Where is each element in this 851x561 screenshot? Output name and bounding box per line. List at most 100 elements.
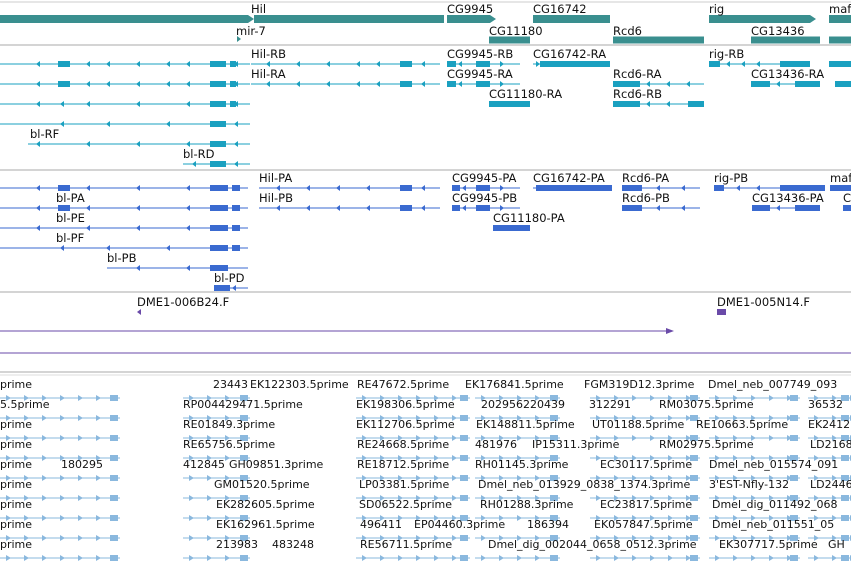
est-glyph[interactable] bbox=[590, 395, 700, 401]
est-glyph[interactable] bbox=[709, 495, 800, 501]
est-glyph[interactable] bbox=[183, 475, 250, 481]
est-glyph[interactable] bbox=[475, 475, 560, 481]
est-glyph[interactable] bbox=[356, 455, 470, 461]
est-glyph[interactable] bbox=[356, 435, 470, 441]
est-glyph[interactable] bbox=[590, 475, 700, 481]
transcript-glyph[interactable] bbox=[751, 81, 820, 87]
est-glyph[interactable] bbox=[475, 455, 560, 461]
gene-bar-cg11180[interactable] bbox=[489, 36, 530, 44]
transcript-glyph[interactable] bbox=[259, 185, 440, 191]
est-glyph[interactable] bbox=[808, 395, 851, 401]
est-glyph[interactable] bbox=[0, 495, 120, 501]
transcript-glyph[interactable] bbox=[843, 205, 851, 211]
transcript-glyph[interactable] bbox=[0, 185, 248, 191]
transcript-glyph[interactable] bbox=[830, 185, 851, 191]
est-glyph[interactable] bbox=[183, 455, 250, 461]
transcript-glyph[interactable] bbox=[709, 61, 810, 67]
transcript-glyph[interactable] bbox=[214, 285, 248, 291]
transcript-glyph[interactable] bbox=[452, 185, 520, 191]
gene-bar-rcd6[interactable] bbox=[613, 36, 704, 44]
est-glyph[interactable] bbox=[709, 415, 800, 421]
clone-end[interactable] bbox=[137, 309, 141, 315]
est-glyph[interactable] bbox=[590, 535, 700, 541]
est-glyph[interactable] bbox=[0, 515, 120, 521]
transcript-glyph[interactable] bbox=[622, 185, 700, 191]
est-glyph[interactable] bbox=[709, 515, 800, 521]
transcript-glyph[interactable] bbox=[251, 81, 440, 87]
est-glyph[interactable] bbox=[183, 495, 250, 501]
gene-bar-cg9945[interactable] bbox=[447, 15, 490, 23]
transcript-glyph[interactable] bbox=[28, 141, 250, 147]
est-glyph[interactable] bbox=[590, 455, 700, 461]
transcript-glyph[interactable] bbox=[752, 205, 820, 211]
est-glyph[interactable] bbox=[709, 475, 800, 481]
transcript-glyph[interactable] bbox=[251, 61, 440, 67]
est-glyph[interactable] bbox=[709, 535, 800, 541]
est-glyph[interactable] bbox=[590, 495, 700, 501]
transcript-glyph[interactable] bbox=[0, 61, 250, 67]
est-glyph[interactable] bbox=[0, 455, 120, 461]
transcript-glyph[interactable] bbox=[447, 81, 520, 87]
transcript-glyph[interactable] bbox=[0, 121, 250, 127]
est-glyph[interactable] bbox=[183, 435, 250, 441]
transcript-glyph[interactable] bbox=[622, 205, 700, 211]
transcript-glyph[interactable] bbox=[489, 101, 530, 107]
est-glyph[interactable] bbox=[356, 555, 470, 561]
clone-arrow[interactable] bbox=[666, 328, 674, 334]
transcript-glyph[interactable] bbox=[259, 205, 440, 211]
est-glyph[interactable] bbox=[0, 555, 120, 561]
est-glyph[interactable] bbox=[356, 415, 470, 421]
est-glyph[interactable] bbox=[356, 515, 470, 521]
est-glyph[interactable] bbox=[475, 515, 560, 521]
transcript-glyph[interactable] bbox=[533, 185, 612, 191]
transcript-glyph[interactable] bbox=[714, 185, 825, 191]
transcript-glyph[interactable] bbox=[183, 161, 250, 167]
transcript-glyph[interactable] bbox=[0, 205, 248, 211]
transcript-glyph[interactable] bbox=[835, 81, 851, 87]
est-glyph[interactable] bbox=[0, 435, 120, 441]
est-glyph[interactable] bbox=[590, 435, 700, 441]
est-glyph[interactable] bbox=[808, 555, 851, 561]
est-glyph[interactable] bbox=[183, 415, 250, 421]
est-glyph[interactable] bbox=[475, 555, 560, 561]
est-glyph[interactable] bbox=[709, 395, 800, 401]
est-glyph[interactable] bbox=[356, 535, 470, 541]
est-glyph[interactable] bbox=[356, 495, 470, 501]
gene-bar-hil[interactable] bbox=[254, 15, 444, 23]
est-glyph[interactable] bbox=[183, 555, 250, 561]
transcript-glyph[interactable] bbox=[613, 81, 704, 87]
transcript-glyph[interactable] bbox=[0, 245, 248, 251]
est-glyph[interactable] bbox=[590, 515, 700, 521]
transcript-glyph[interactable] bbox=[452, 205, 520, 211]
est-glyph[interactable] bbox=[590, 555, 700, 561]
est-glyph[interactable] bbox=[183, 515, 250, 521]
transcript-glyph[interactable] bbox=[107, 265, 248, 271]
gene-bar-rig[interactable] bbox=[709, 15, 810, 23]
est-glyph[interactable] bbox=[808, 415, 851, 421]
transcript-glyph[interactable] bbox=[0, 101, 250, 107]
est-glyph[interactable] bbox=[475, 535, 560, 541]
est-glyph[interactable] bbox=[0, 395, 120, 401]
est-glyph[interactable] bbox=[475, 395, 560, 401]
est-glyph[interactable] bbox=[0, 535, 120, 541]
transcript-glyph[interactable] bbox=[829, 61, 851, 67]
transcript-glyph[interactable] bbox=[493, 225, 530, 231]
transcript-glyph[interactable] bbox=[533, 61, 610, 67]
est-glyph[interactable] bbox=[709, 555, 800, 561]
gene-bar-maf[interactable] bbox=[829, 36, 851, 44]
est-glyph[interactable] bbox=[808, 455, 851, 461]
est-glyph[interactable] bbox=[475, 435, 560, 441]
est-glyph[interactable] bbox=[709, 435, 800, 441]
transcript-glyph[interactable] bbox=[613, 101, 704, 107]
est-glyph[interactable] bbox=[356, 475, 470, 481]
gene-bar-cg16742[interactable] bbox=[533, 15, 610, 23]
est-glyph[interactable] bbox=[183, 535, 250, 541]
gene-bar-hil[interactable] bbox=[0, 15, 248, 23]
est-glyph[interactable] bbox=[183, 395, 250, 401]
transcript-glyph[interactable] bbox=[0, 225, 248, 231]
gene-bar-maf[interactable] bbox=[829, 15, 851, 23]
est-glyph[interactable] bbox=[808, 535, 851, 541]
est-glyph[interactable] bbox=[475, 495, 560, 501]
transcript-glyph[interactable] bbox=[0, 81, 250, 87]
